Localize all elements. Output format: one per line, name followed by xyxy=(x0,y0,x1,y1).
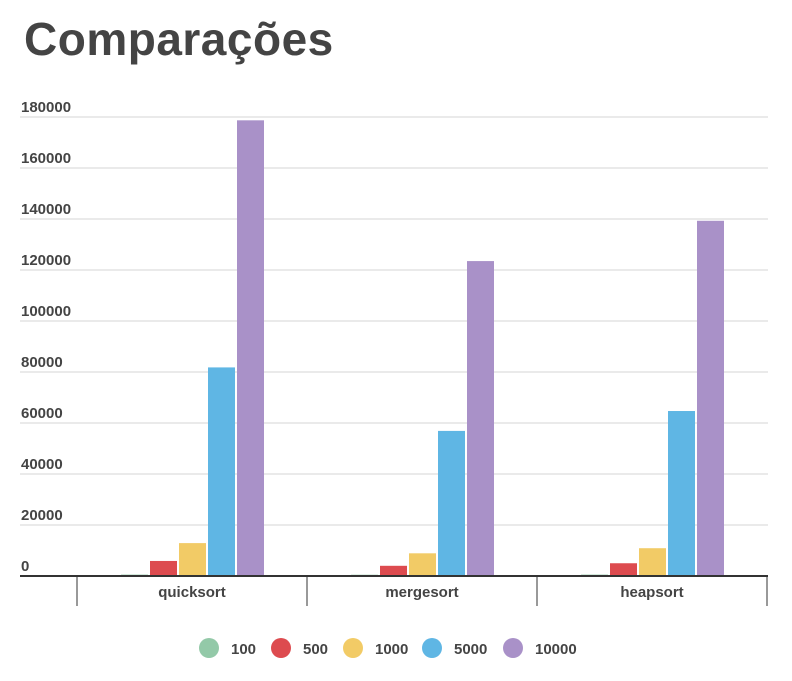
legend-label: 100 xyxy=(231,641,256,658)
x-tick-label: quicksort xyxy=(158,584,226,601)
bar-heapsort-500 xyxy=(610,563,637,576)
bar-quicksort-10000 xyxy=(237,120,264,576)
y-tick-label: 80000 xyxy=(21,354,63,371)
bars xyxy=(121,120,724,576)
legend-label: 500 xyxy=(303,641,328,658)
bar-heapsort-5000 xyxy=(668,411,695,576)
legend-label: 5000 xyxy=(454,641,487,658)
legend-swatch-500 xyxy=(271,638,291,658)
legend-swatch-10000 xyxy=(503,638,523,658)
legend-label: 1000 xyxy=(375,641,408,658)
bar-mergesort-1000 xyxy=(409,553,436,576)
y-tick-label: 160000 xyxy=(21,150,71,167)
y-tick-label: 60000 xyxy=(21,405,63,422)
bar-mergesort-10000 xyxy=(467,261,494,576)
x-axis: quicksort mergesort heapsort xyxy=(20,575,768,606)
bar-mergesort-5000 xyxy=(438,430,465,576)
y-axis-ticks: 0 20000 40000 60000 80000 100000 120000 140000 1… xyxy=(21,99,71,575)
x-tick-label: mergesort xyxy=(385,584,458,601)
y-tick-label: 100000 xyxy=(21,303,71,320)
bar-quicksort-5000 xyxy=(208,367,235,576)
bar-mergesort-500 xyxy=(380,565,407,576)
y-tick-label: 180000 xyxy=(21,99,71,116)
y-tick-label: 120000 xyxy=(21,252,71,269)
chart-title: Comparações xyxy=(24,13,334,65)
bar-quicksort-1000 xyxy=(179,543,206,576)
legend: 100 500 1000 5000 10000 xyxy=(199,638,577,658)
legend-swatch-1000 xyxy=(343,638,363,658)
y-tick-label: 40000 xyxy=(21,456,63,473)
bar-quicksort-500 xyxy=(150,560,177,576)
y-tick-label: 20000 xyxy=(21,507,63,524)
legend-swatch-100 xyxy=(199,638,219,658)
gridlines xyxy=(20,116,768,526)
bar-heapsort-1000 xyxy=(639,548,666,576)
bar-heapsort-10000 xyxy=(697,220,724,576)
legend-swatch-5000 xyxy=(422,638,442,658)
x-tick-label: heapsort xyxy=(620,584,683,601)
y-tick-label: 140000 xyxy=(21,201,71,218)
y-tick-label: 0 xyxy=(21,558,29,575)
legend-label: 10000 xyxy=(535,641,577,658)
